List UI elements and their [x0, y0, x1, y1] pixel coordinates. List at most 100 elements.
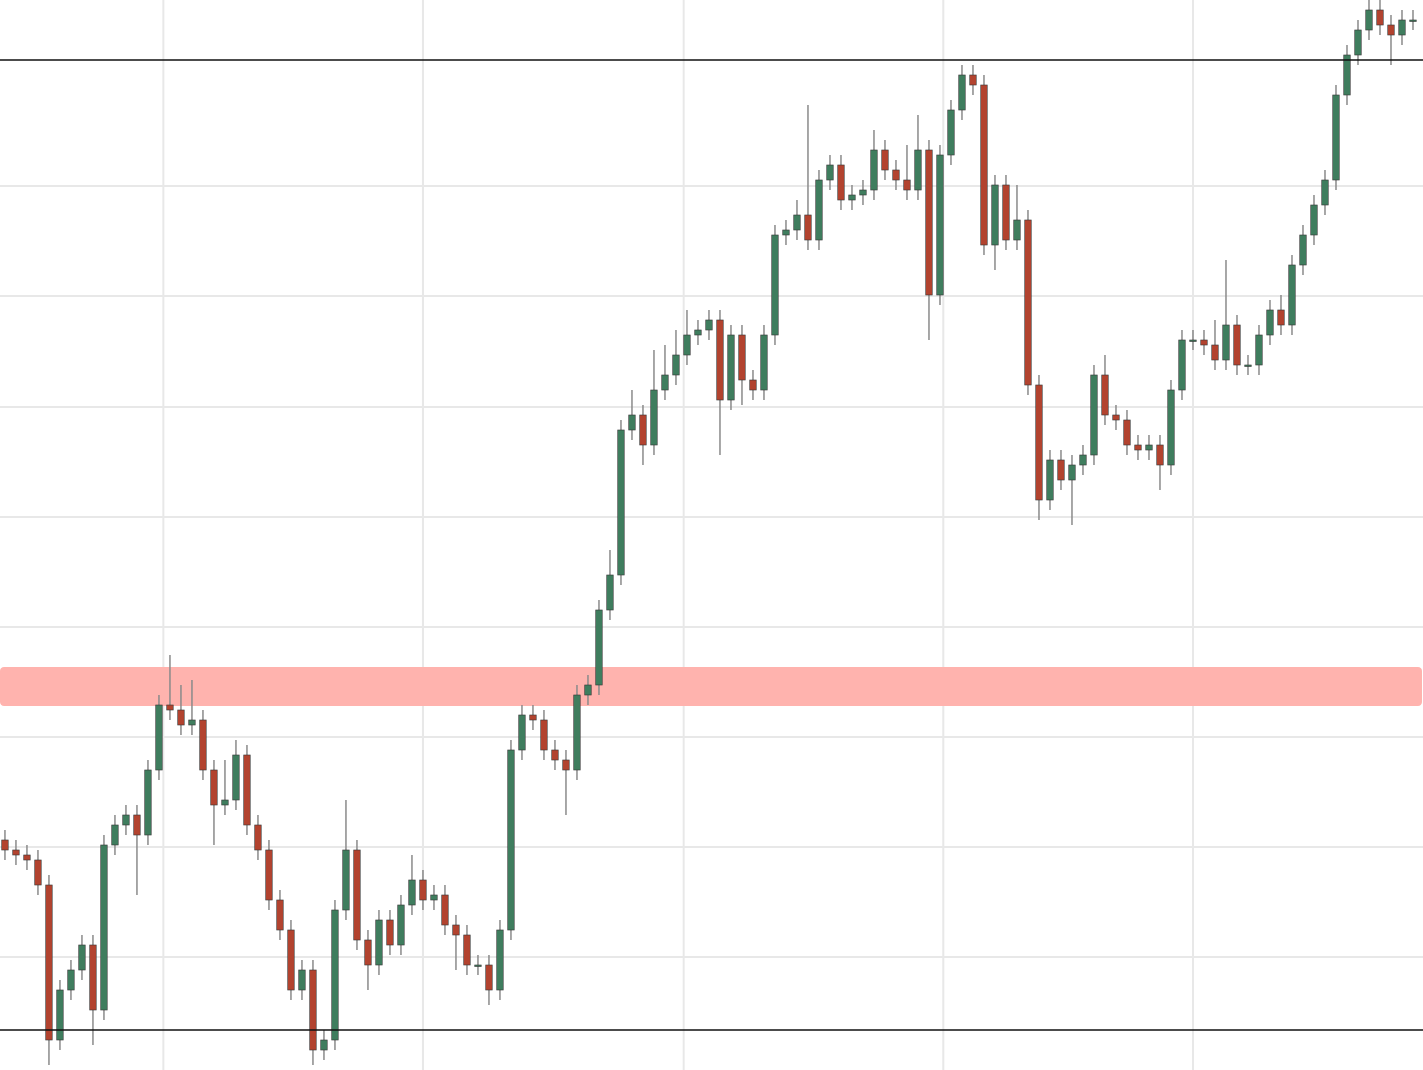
candle-body	[848, 194, 856, 201]
candle-body	[804, 214, 812, 241]
candle-body	[122, 814, 130, 826]
candle-body	[221, 799, 229, 806]
candle-body	[1332, 94, 1340, 181]
candle-body	[45, 884, 53, 1041]
candle-body	[1167, 389, 1175, 466]
candle-body	[584, 684, 592, 696]
candle-body	[243, 754, 251, 826]
candle-body	[177, 709, 185, 726]
candle-body	[1288, 264, 1296, 326]
candle-body	[1079, 454, 1087, 466]
candle-body	[1, 839, 9, 851]
candle-body	[408, 879, 416, 906]
candle-body	[1035, 384, 1043, 501]
candle-body	[1211, 344, 1219, 361]
candle-body	[67, 969, 75, 991]
candle-body	[232, 754, 240, 801]
candle-body	[914, 149, 922, 191]
candle-body	[749, 379, 757, 391]
candle-body	[287, 929, 295, 991]
candle-body	[155, 704, 163, 771]
candle-body	[969, 74, 977, 86]
candle-body	[1222, 324, 1230, 361]
candle-body	[738, 334, 746, 381]
candle-body	[617, 429, 625, 576]
candle-body	[12, 849, 20, 856]
candle-body	[144, 769, 152, 836]
candle-body	[89, 944, 97, 1011]
candle-body	[540, 719, 548, 751]
candle-body	[606, 574, 614, 611]
candle-body	[1068, 464, 1076, 481]
candle-body	[507, 749, 515, 931]
candle-body	[991, 184, 999, 246]
candle-body	[199, 719, 207, 771]
candle-body	[1398, 19, 1406, 36]
candle-body	[837, 164, 845, 201]
candle-body	[1189, 339, 1197, 342]
candle-body	[1244, 364, 1252, 367]
candle-body	[705, 319, 713, 331]
candle-body	[573, 694, 581, 771]
candle-body	[375, 919, 383, 966]
candle-body	[1090, 374, 1098, 456]
candle-body	[452, 924, 460, 936]
candle-body	[210, 769, 218, 806]
candle-body	[1310, 204, 1318, 236]
candle-body	[562, 759, 570, 771]
candle-body	[903, 179, 911, 191]
candle-body	[1002, 184, 1010, 241]
candle-body	[595, 609, 603, 686]
candle-body	[1200, 339, 1208, 346]
candle-body	[188, 719, 196, 726]
candle-body	[892, 169, 900, 181]
candle-body	[1156, 444, 1164, 466]
candle-body	[353, 849, 361, 941]
candle-body	[551, 749, 559, 761]
candle-body	[320, 1039, 328, 1051]
candle-body	[793, 214, 801, 231]
candle-body	[980, 84, 988, 246]
candle-body	[1387, 24, 1395, 36]
candle-body	[276, 899, 284, 931]
candle-body	[947, 109, 955, 156]
candle-body	[1134, 444, 1142, 451]
candle-body	[331, 909, 339, 1041]
candle-body	[782, 229, 790, 236]
candle-body	[1277, 309, 1285, 326]
candle-body	[419, 879, 427, 901]
candle-body	[166, 704, 174, 711]
candle-body	[485, 964, 493, 991]
candle-body	[364, 939, 372, 966]
candle-body	[1365, 9, 1373, 31]
candle-body	[100, 844, 108, 1011]
candle-body	[133, 814, 141, 836]
candle-body	[683, 334, 691, 356]
candle-body	[1299, 234, 1307, 266]
candle-body	[859, 189, 867, 196]
candle-body	[1354, 29, 1362, 56]
candle-body	[309, 969, 317, 1051]
candle-body	[1046, 459, 1054, 501]
candle-body	[111, 824, 119, 846]
candle-body	[958, 74, 966, 111]
candle-body	[1343, 54, 1351, 96]
candle-body	[397, 904, 405, 946]
candle-body	[727, 334, 735, 401]
candle-body	[650, 389, 658, 446]
candle-body	[474, 964, 482, 967]
candle-body	[254, 824, 262, 851]
candle-body	[463, 934, 471, 966]
candle-body	[1255, 334, 1263, 366]
candle-body	[298, 969, 306, 991]
candle-body	[826, 164, 834, 181]
candle-body	[496, 929, 504, 991]
candle-body	[1112, 414, 1120, 421]
candle-body	[925, 149, 933, 296]
candle-body	[628, 414, 636, 431]
candle-body	[672, 354, 680, 376]
candle-body	[661, 374, 669, 391]
candle-body	[639, 414, 647, 446]
candle-body	[78, 944, 86, 971]
